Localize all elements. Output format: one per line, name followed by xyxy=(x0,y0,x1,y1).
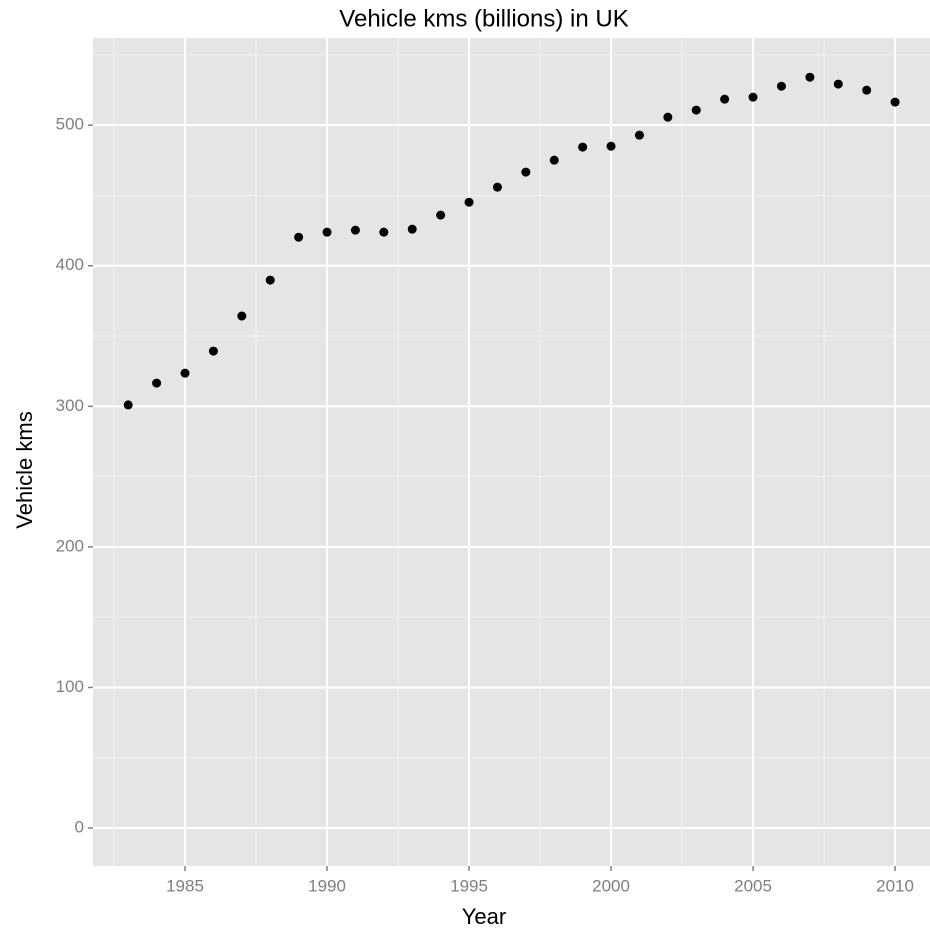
point xyxy=(862,85,872,95)
point xyxy=(890,97,900,107)
point xyxy=(606,141,616,151)
point xyxy=(322,227,332,237)
chart-title: Vehicle kms (billions) in UK xyxy=(339,5,628,32)
x-tick-label: 2010 xyxy=(876,876,914,895)
x-tick-label: 1995 xyxy=(450,876,488,895)
point xyxy=(748,92,758,102)
y-tick-label: 200 xyxy=(56,536,84,555)
point xyxy=(691,105,701,115)
point xyxy=(549,155,559,165)
point xyxy=(208,346,218,356)
point xyxy=(350,225,360,235)
x-axis-label: Year xyxy=(462,904,506,929)
point xyxy=(805,72,815,82)
point xyxy=(492,182,502,192)
point xyxy=(833,79,843,89)
point xyxy=(123,400,133,410)
y-tick-label: 100 xyxy=(56,677,84,696)
y-axis-label: Vehicle kms xyxy=(12,411,37,528)
point xyxy=(180,368,190,378)
point xyxy=(464,197,474,207)
point xyxy=(294,232,304,242)
point xyxy=(578,142,588,152)
point xyxy=(379,227,389,237)
y-tick-label: 0 xyxy=(75,818,84,837)
y-tick-label: 300 xyxy=(56,396,84,415)
point xyxy=(237,311,247,321)
panel xyxy=(93,38,930,866)
point xyxy=(720,94,730,104)
x-tick-label: 1990 xyxy=(308,876,346,895)
x-tick-label: 2005 xyxy=(734,876,772,895)
point xyxy=(265,275,275,285)
point xyxy=(634,130,644,140)
y-tick-label: 400 xyxy=(56,255,84,274)
point xyxy=(152,378,162,388)
y-tick-label: 500 xyxy=(56,115,84,134)
point xyxy=(663,112,673,122)
x-tick-label: 1985 xyxy=(166,876,204,895)
point xyxy=(407,224,417,234)
point xyxy=(521,167,531,177)
x-tick-label: 2000 xyxy=(592,876,630,895)
point xyxy=(436,210,446,220)
point xyxy=(776,81,786,91)
